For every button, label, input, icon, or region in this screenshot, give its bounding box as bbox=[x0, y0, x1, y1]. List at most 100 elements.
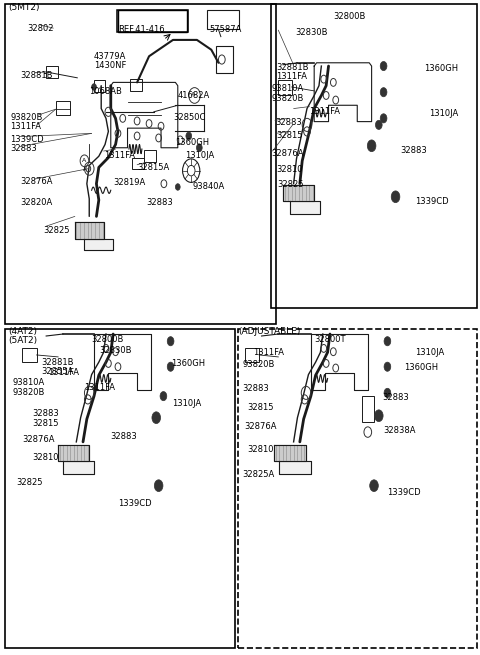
Text: 32815: 32815 bbox=[247, 403, 274, 411]
Text: 32800B: 32800B bbox=[92, 335, 124, 345]
Text: 32802: 32802 bbox=[27, 24, 53, 33]
Text: 1310JA: 1310JA bbox=[172, 400, 201, 409]
Text: 1360GH: 1360GH bbox=[170, 359, 205, 368]
Text: 1310JA: 1310JA bbox=[185, 151, 214, 160]
Bar bbox=[207, 10, 239, 29]
Bar bbox=[278, 81, 292, 95]
Text: A: A bbox=[191, 92, 195, 98]
Text: 32820A: 32820A bbox=[20, 198, 52, 207]
Bar bbox=[216, 47, 233, 73]
Bar bbox=[5, 329, 235, 648]
Text: 32825: 32825 bbox=[44, 226, 70, 235]
Text: 93810A: 93810A bbox=[12, 379, 45, 388]
Circle shape bbox=[160, 392, 167, 401]
Text: 32800T: 32800T bbox=[314, 335, 346, 345]
Circle shape bbox=[155, 480, 163, 491]
Text: 1430NF: 1430NF bbox=[94, 61, 126, 70]
Circle shape bbox=[367, 140, 376, 152]
Text: 1311FA: 1311FA bbox=[310, 107, 340, 115]
Bar bbox=[144, 151, 156, 162]
Text: 32883: 32883 bbox=[10, 145, 37, 153]
Text: 1360GH: 1360GH bbox=[424, 64, 458, 73]
Text: 32810: 32810 bbox=[32, 453, 58, 462]
Text: 32815A: 32815A bbox=[137, 163, 169, 172]
Text: 32825A: 32825A bbox=[242, 470, 275, 479]
Text: 32825: 32825 bbox=[277, 180, 304, 189]
Text: (ADJUSTABLE): (ADJUSTABLE) bbox=[239, 327, 301, 336]
Text: 32881B: 32881B bbox=[276, 63, 308, 72]
Text: 32883: 32883 bbox=[242, 384, 269, 394]
Bar bbox=[117, 10, 188, 32]
Text: 43779A: 43779A bbox=[94, 52, 126, 61]
Text: 32810: 32810 bbox=[247, 445, 274, 454]
Text: 57587A: 57587A bbox=[209, 25, 241, 34]
Circle shape bbox=[167, 362, 174, 371]
Text: 32819A: 32819A bbox=[113, 178, 145, 187]
Circle shape bbox=[152, 412, 160, 424]
Text: 1339CD: 1339CD bbox=[415, 196, 448, 206]
Bar bbox=[132, 158, 144, 170]
Text: 1310JA: 1310JA bbox=[429, 109, 458, 117]
Polygon shape bbox=[84, 238, 113, 250]
Text: 32800B: 32800B bbox=[333, 12, 366, 21]
Text: 1311FA: 1311FA bbox=[104, 151, 134, 160]
Text: (5MT2): (5MT2) bbox=[8, 3, 39, 12]
Circle shape bbox=[380, 114, 387, 123]
Text: 1339CD: 1339CD bbox=[10, 135, 44, 143]
Text: 32883: 32883 bbox=[275, 119, 302, 127]
Polygon shape bbox=[63, 461, 94, 474]
Bar bbox=[245, 348, 259, 362]
Circle shape bbox=[384, 388, 391, 398]
Bar bbox=[130, 79, 142, 91]
Text: 93810A: 93810A bbox=[271, 84, 303, 94]
Text: 32838A: 32838A bbox=[384, 426, 416, 434]
Text: REF.41-416: REF.41-416 bbox=[118, 25, 165, 34]
Text: 32825: 32825 bbox=[16, 478, 43, 487]
Text: 93820B: 93820B bbox=[12, 388, 45, 397]
Bar bbox=[94, 81, 105, 92]
Circle shape bbox=[167, 337, 174, 346]
Circle shape bbox=[380, 62, 387, 71]
Text: 32883: 32883 bbox=[400, 146, 427, 155]
Text: (5AT2): (5AT2) bbox=[8, 336, 37, 345]
Polygon shape bbox=[279, 461, 311, 474]
Polygon shape bbox=[290, 201, 321, 214]
Circle shape bbox=[384, 362, 391, 371]
Bar bbox=[118, 10, 187, 32]
Circle shape bbox=[384, 337, 391, 346]
Bar bbox=[46, 66, 58, 78]
Circle shape bbox=[196, 144, 202, 152]
Text: 32883: 32883 bbox=[32, 409, 59, 418]
Text: 1360GH: 1360GH bbox=[404, 364, 438, 373]
Text: 1339CD: 1339CD bbox=[387, 487, 421, 496]
Text: 1310JA: 1310JA bbox=[415, 348, 444, 358]
Text: (4AT2): (4AT2) bbox=[8, 327, 37, 336]
Polygon shape bbox=[58, 445, 89, 461]
Text: 32855A: 32855A bbox=[41, 367, 73, 377]
Circle shape bbox=[92, 84, 96, 90]
Text: 1311FA: 1311FA bbox=[48, 368, 79, 377]
Text: 32876A: 32876A bbox=[20, 177, 52, 186]
Circle shape bbox=[374, 410, 383, 422]
Text: 32883: 32883 bbox=[383, 393, 409, 402]
Text: A: A bbox=[83, 159, 86, 163]
Polygon shape bbox=[75, 222, 104, 238]
Polygon shape bbox=[283, 185, 314, 201]
Bar bbox=[362, 396, 374, 422]
Circle shape bbox=[370, 480, 378, 491]
Text: 32881B: 32881B bbox=[41, 358, 74, 367]
Text: 1311FA: 1311FA bbox=[253, 348, 284, 358]
Circle shape bbox=[380, 88, 387, 97]
Circle shape bbox=[175, 183, 180, 190]
Text: 93820B: 93820B bbox=[271, 94, 303, 103]
Text: 32883: 32883 bbox=[110, 432, 137, 441]
Bar bbox=[271, 4, 477, 308]
Text: 1339CD: 1339CD bbox=[118, 498, 152, 508]
Bar bbox=[56, 101, 70, 115]
Text: 32830B: 32830B bbox=[295, 28, 327, 37]
Text: 1311FA: 1311FA bbox=[10, 122, 41, 131]
Bar bbox=[238, 329, 477, 648]
Circle shape bbox=[391, 191, 400, 202]
Circle shape bbox=[186, 132, 192, 140]
Text: 93820B: 93820B bbox=[242, 360, 275, 369]
